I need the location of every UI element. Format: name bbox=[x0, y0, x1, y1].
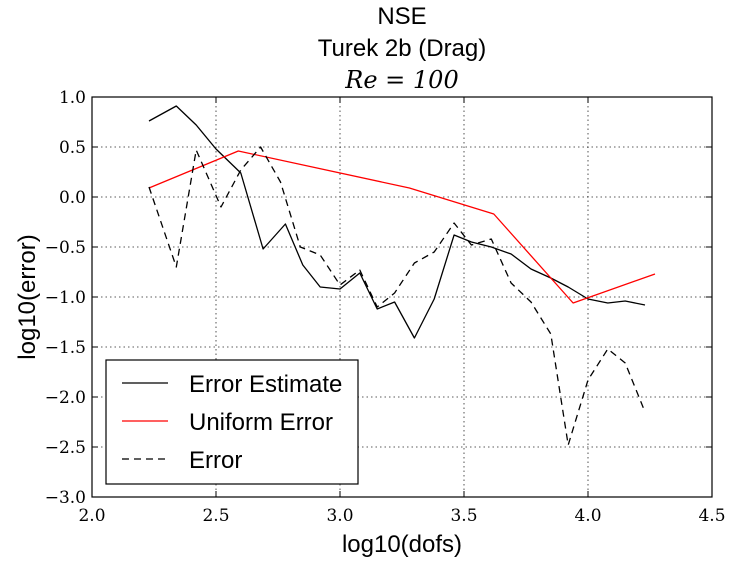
x-tick-label: 3.5 bbox=[450, 506, 477, 526]
y-axis-label: log10(error) bbox=[14, 234, 41, 359]
chart-subtitle: Re = 100 bbox=[344, 66, 458, 94]
chart-title-line-1: NSE bbox=[377, 3, 426, 30]
x-tick-label: 4.5 bbox=[698, 506, 725, 526]
series-line-error-estimate bbox=[148, 105, 646, 339]
chart-title-group: NSE Turek 2b (Drag) Re = 100 bbox=[318, 3, 487, 94]
legend-label-error-estimate: Error Estimate bbox=[189, 371, 342, 398]
y-tick-label: −1.5 bbox=[45, 338, 86, 358]
series-layer bbox=[148, 105, 656, 446]
series-line-uniform-error bbox=[148, 150, 656, 304]
x-tick-label: 2.0 bbox=[78, 506, 105, 526]
x-tick-label: 4.0 bbox=[574, 506, 601, 526]
x-axis-label: log10(dofs) bbox=[342, 531, 462, 558]
x-tick-labels: 2.0 2.5 3.0 3.5 4.0 4.5 bbox=[78, 506, 725, 526]
legend-box bbox=[105, 359, 359, 485]
y-tick-labels: 1.0 0.5 0.0 −0.5 −1.0 −1.5 −2.0 −2.5 −3.0 bbox=[45, 88, 86, 508]
y-tick-label: 1.0 bbox=[59, 88, 86, 108]
legend-label-error: Error bbox=[189, 447, 242, 474]
series-line-error bbox=[148, 146, 646, 446]
legend-label-uniform-error: Uniform Error bbox=[189, 409, 333, 436]
y-tick-label: −1.0 bbox=[45, 288, 86, 308]
chart-title-line-2: Turek 2b (Drag) bbox=[318, 35, 487, 62]
y-tick-label: 0.5 bbox=[59, 138, 86, 158]
legend: Error Estimate Uniform Error Error bbox=[105, 359, 359, 485]
y-tick-label: −3.0 bbox=[45, 488, 86, 508]
y-tick-label: −2.0 bbox=[45, 388, 86, 408]
y-tick-label: −0.5 bbox=[45, 238, 86, 258]
y-tick-label: 0.0 bbox=[59, 188, 86, 208]
x-tick-label: 3.0 bbox=[326, 506, 353, 526]
axis-ticks bbox=[91, 96, 713, 498]
x-tick-label: 2.5 bbox=[202, 506, 229, 526]
y-tick-label: −2.5 bbox=[45, 438, 86, 458]
